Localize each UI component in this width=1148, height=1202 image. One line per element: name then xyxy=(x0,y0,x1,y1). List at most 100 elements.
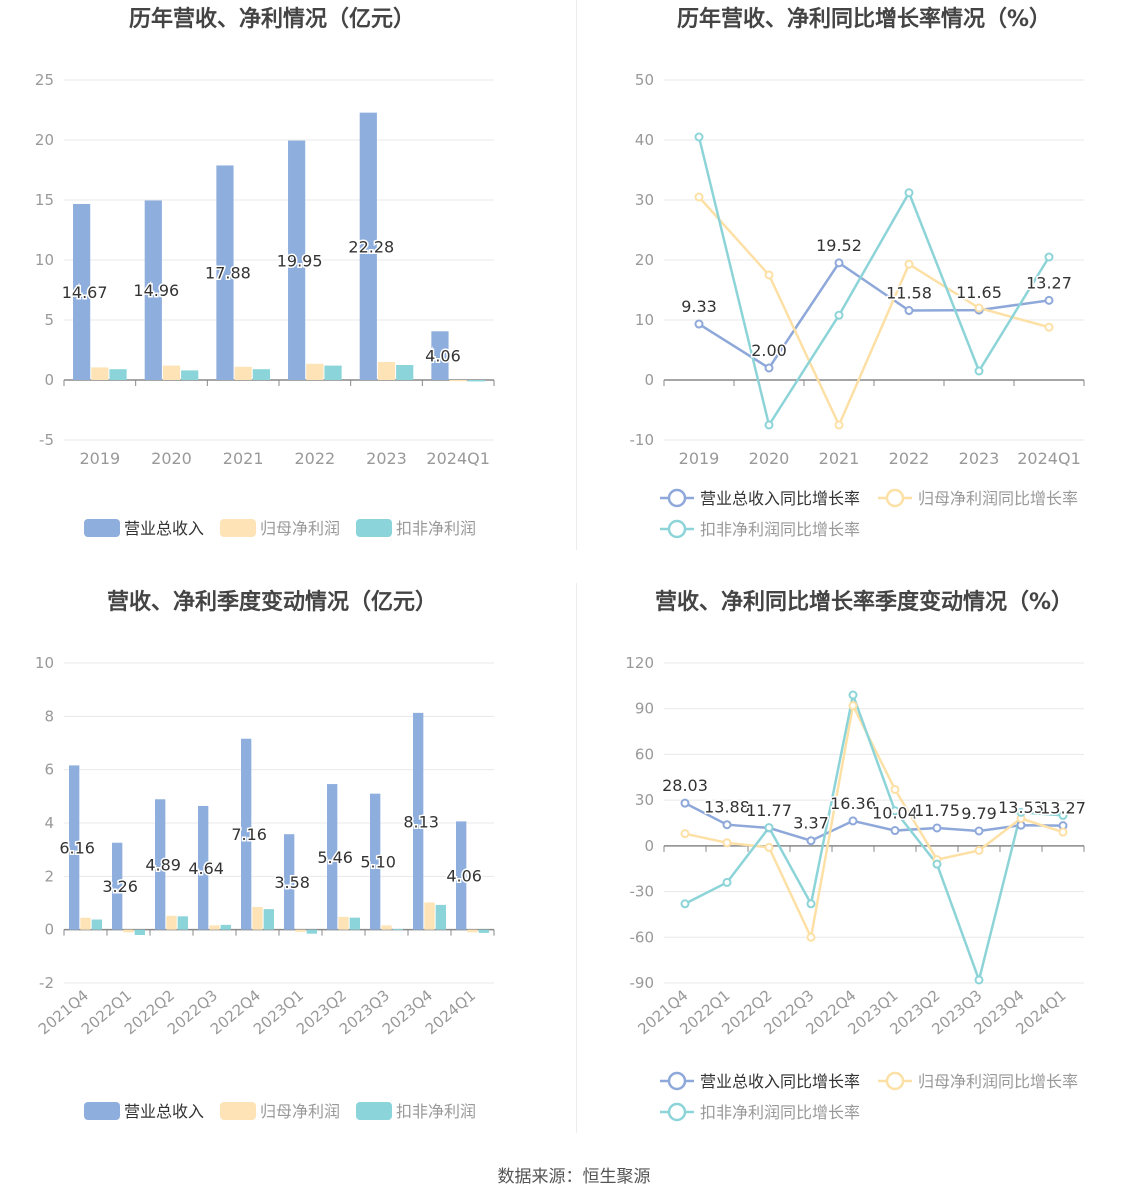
y-tick-label: 0 xyxy=(44,921,54,939)
data-label: 14.96 xyxy=(133,281,179,300)
bar-revenue xyxy=(69,765,80,930)
bar-deducted-profit xyxy=(91,919,102,930)
x-tick-label: 2019 xyxy=(679,449,720,468)
data-label: 7.16 xyxy=(231,825,267,844)
bar-deducted-profit xyxy=(181,370,199,380)
bar-revenue xyxy=(359,112,377,380)
bar-net-profit xyxy=(306,363,324,380)
data-label: 4.64 xyxy=(188,859,224,878)
data-point xyxy=(764,823,774,833)
series-line-net-profit xyxy=(684,701,1064,942)
data-point xyxy=(1044,295,1054,305)
legend-marker xyxy=(885,488,905,508)
x-tick-label: 2023 xyxy=(959,449,1000,468)
y-tick-label: 60 xyxy=(635,745,654,763)
data-label: 16.36 xyxy=(830,794,876,813)
data-label: 4.89 xyxy=(145,855,181,874)
series-line-deducted-profit xyxy=(697,136,1051,429)
bar-revenue xyxy=(284,834,295,930)
bar-revenue xyxy=(413,712,424,930)
y-tick-label: 15 xyxy=(35,191,54,209)
data-point xyxy=(932,823,942,833)
data-point xyxy=(722,838,732,848)
data-point xyxy=(974,303,984,313)
bar-revenue xyxy=(198,805,209,930)
x-tick-label: 2024Q1 xyxy=(426,449,490,468)
bar-deducted-profit xyxy=(252,369,270,380)
bar-deducted-profit xyxy=(324,365,342,380)
legend-label: 扣非净利润同比增长率 xyxy=(700,520,860,539)
x-tick-label: 2024Q1 xyxy=(1017,449,1081,468)
data-point xyxy=(680,798,690,808)
data-point xyxy=(694,319,704,329)
data-point xyxy=(764,420,774,430)
data-label: 3.37 xyxy=(793,814,829,833)
data-point xyxy=(680,829,690,839)
data-label: 3.58 xyxy=(274,873,310,892)
series-line-deducted-profit xyxy=(684,690,1064,985)
data-label: 13.53 xyxy=(998,798,1044,817)
data-label: 13.88 xyxy=(704,798,750,817)
data-point xyxy=(890,826,900,836)
y-tick-label: 25 xyxy=(35,71,54,89)
bar-deducted-profit xyxy=(478,929,489,933)
series-line-revenue xyxy=(684,802,1064,843)
bar-net-profit xyxy=(295,929,306,932)
chart-title: 历年营收、净利情况（亿元） xyxy=(129,6,415,32)
legend-swatch xyxy=(84,1102,120,1120)
bar-deducted-profit xyxy=(263,909,274,930)
data-point xyxy=(806,899,816,909)
y-tick-label: 2 xyxy=(44,867,54,885)
data-label: 11.75 xyxy=(914,801,960,820)
x-tick-label: 2022 xyxy=(889,449,930,468)
legend-label: 营业总收入同比增长率 xyxy=(700,1072,860,1091)
chart-title: 营收、净利季度变动情况（亿元） xyxy=(107,589,437,615)
data-point xyxy=(848,816,858,826)
y-tick-label: 40 xyxy=(635,131,654,149)
y-tick-label: 10 xyxy=(35,654,54,672)
data-point xyxy=(1044,252,1054,262)
bar-net-profit xyxy=(381,925,392,930)
data-point xyxy=(764,363,774,373)
bar-deducted-profit xyxy=(349,917,360,930)
x-tick-label: 2020 xyxy=(749,449,790,468)
y-tick-label: 120 xyxy=(625,654,654,672)
bar-net-profit xyxy=(80,917,91,930)
legend-swatch xyxy=(220,519,256,537)
bar-revenue xyxy=(456,821,467,930)
bar-net-profit xyxy=(166,915,177,930)
legend-swatch xyxy=(356,519,392,537)
data-point xyxy=(1058,810,1068,820)
data-point xyxy=(974,975,984,985)
bar-deducted-profit xyxy=(392,929,403,931)
y-tick-label: 0 xyxy=(44,371,54,389)
legend-marker xyxy=(667,1071,687,1091)
y-tick-label: 8 xyxy=(44,707,54,725)
bar-net-profit xyxy=(252,907,263,930)
legend-label: 归母净利润 xyxy=(260,1102,340,1121)
legend-label: 归母净利润 xyxy=(260,519,340,538)
legend-label: 营业总收入 xyxy=(124,1102,204,1121)
data-label: 9.33 xyxy=(681,297,717,316)
legend-marker xyxy=(667,1102,687,1122)
bar-revenue xyxy=(288,140,306,380)
y-tick-label: 30 xyxy=(635,191,654,209)
series-line-revenue xyxy=(698,261,1050,370)
data-label: 3.26 xyxy=(102,877,138,896)
chart-title: 营收、净利同比增长率季度变动情况（%） xyxy=(655,589,1073,615)
bar-net-profit xyxy=(424,902,435,930)
bar-revenue xyxy=(144,200,162,380)
bar-deducted-profit xyxy=(134,929,145,935)
divider-top xyxy=(576,0,577,550)
legend-marker xyxy=(885,1071,905,1091)
data-label: 19.52 xyxy=(816,236,862,255)
data-label: 9.79 xyxy=(961,804,997,823)
data-point xyxy=(834,258,844,268)
data-label: 5.46 xyxy=(317,848,353,867)
bar-net-profit xyxy=(449,380,467,382)
series-line-net-profit xyxy=(698,196,1050,429)
quarterly-growth-chart: 营收、净利同比增长率季度变动情况（%）-90-60-30030609012020… xyxy=(625,589,1087,1122)
data-point xyxy=(974,826,984,836)
data-point xyxy=(764,842,774,852)
data-point xyxy=(904,306,914,316)
